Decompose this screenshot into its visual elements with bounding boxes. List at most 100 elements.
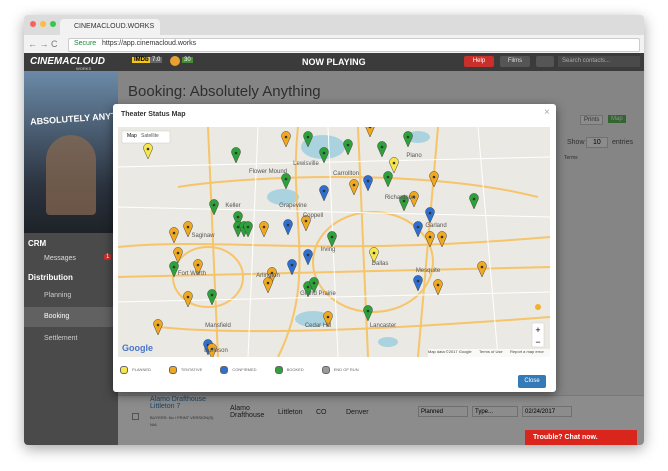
map-pin[interactable] — [281, 131, 291, 148]
map-pin[interactable] — [233, 211, 243, 228]
pin-dot — [234, 151, 238, 155]
min-dot[interactable] — [40, 21, 46, 27]
zoom-control[interactable] — [531, 322, 545, 348]
map-pin[interactable] — [319, 185, 329, 202]
nav-buttons[interactable]: ← → C — [28, 39, 58, 49]
map-button[interactable]: Map — [608, 115, 626, 123]
map-pin[interactable] — [283, 219, 293, 236]
map-pin[interactable] — [377, 141, 387, 158]
prints-button[interactable]: Prints — [580, 115, 604, 125]
map-pin[interactable] — [303, 131, 313, 148]
map-pin[interactable] — [243, 221, 253, 238]
map-pin[interactable] — [319, 147, 329, 164]
map-pin[interactable] — [389, 157, 399, 174]
city-label: Arlington — [256, 273, 280, 279]
map-pin[interactable] — [403, 131, 413, 148]
map-pin[interactable] — [327, 231, 337, 248]
map-pin[interactable] — [437, 231, 447, 248]
tab[interactable]: CINEMACLOUD.WORKS — [60, 19, 160, 35]
row-name[interactable]: Alamo Drafthouse Littleton 7 — [150, 396, 207, 410]
logo[interactable]: CINEMACLOUD — [30, 56, 105, 67]
zoom-in[interactable]: + — [535, 325, 540, 335]
map-pin[interactable] — [303, 249, 313, 266]
map-pin[interactable] — [477, 261, 487, 278]
map-type-control[interactable] — [121, 130, 171, 144]
type-select[interactable]: Type... — [472, 406, 518, 417]
map-pin[interactable] — [399, 195, 409, 212]
map-pin[interactable] — [429, 171, 439, 188]
show-select[interactable]: 10 — [586, 137, 608, 148]
map-pin[interactable] — [343, 139, 353, 156]
map-pin[interactable] — [365, 127, 375, 138]
map-pin[interactable] — [153, 319, 163, 336]
map-pin[interactable] — [183, 221, 193, 238]
map-pin[interactable] — [433, 279, 443, 296]
map-pin[interactable] — [363, 305, 373, 322]
terms[interactable]: Terms of Use — [479, 349, 503, 354]
zoom-out[interactable]: − — [535, 337, 540, 347]
pin-dot — [304, 219, 308, 223]
map-pin[interactable] — [413, 221, 423, 238]
city-label: Cedar Hill — [305, 323, 331, 329]
map-pin[interactable] — [173, 247, 183, 264]
pin-dot — [186, 295, 190, 299]
map-pin[interactable] — [193, 259, 203, 276]
pin-dot — [306, 285, 310, 289]
date-field[interactable]: 02/24/2017 — [522, 406, 572, 417]
city-label: Carrollton — [333, 171, 359, 177]
row-city: Littleton — [278, 409, 303, 416]
map-pin[interactable] — [267, 267, 277, 284]
map-pin[interactable] — [309, 277, 319, 294]
legend-swatch — [120, 365, 128, 374]
map-pin[interactable] — [259, 221, 269, 238]
chat-button[interactable]: Trouble? Chat now. — [525, 430, 637, 445]
pin-dot — [428, 211, 432, 215]
map-pin[interactable] — [413, 275, 423, 292]
map-pin[interactable] — [207, 289, 217, 306]
map-pin[interactable] — [169, 261, 179, 278]
map-pin[interactable] — [349, 179, 359, 196]
map-pin[interactable] — [363, 175, 373, 192]
map[interactable]: + − Lewisville Flower Mound Carrollton Plan… — [118, 127, 550, 357]
map-pin[interactable] — [263, 277, 273, 294]
menu-messages[interactable]: Messages — [44, 255, 76, 262]
status-select[interactable]: Planned — [418, 406, 468, 417]
map-tab[interactable]: Map — [127, 133, 137, 139]
max-dot[interactable] — [50, 21, 56, 27]
films-button[interactable]: Films — [500, 56, 530, 67]
search-contacts[interactable]: Search contacts... — [558, 56, 640, 67]
map-pin[interactable] — [425, 231, 435, 248]
map-pin[interactable] — [409, 191, 419, 208]
map-pin[interactable] — [323, 311, 333, 328]
map-pin[interactable] — [169, 227, 179, 244]
map-pin[interactable] — [383, 171, 393, 188]
entries-label: entries — [612, 139, 634, 146]
row-buyers: BUYERS: No / PRINT VERSION(S) — [150, 415, 214, 420]
pegman[interactable] — [535, 304, 541, 310]
map-pin[interactable] — [209, 199, 219, 216]
url-field[interactable] — [68, 38, 640, 52]
pin-dot — [210, 293, 214, 297]
menu-booking[interactable]: Booking — [44, 313, 70, 320]
close-button[interactable]: Close — [518, 375, 546, 388]
user-button[interactable] — [536, 56, 554, 67]
map-pin[interactable] — [369, 247, 379, 264]
map-pin[interactable] — [281, 173, 291, 190]
menu-settlement[interactable]: Settlement — [44, 335, 78, 342]
pin-dot — [322, 151, 326, 155]
map-pin[interactable] — [231, 147, 241, 164]
map-pin[interactable] — [287, 259, 297, 276]
help-button[interactable]: Help — [464, 56, 494, 67]
report[interactable]: Report a map error — [510, 349, 544, 354]
close-dot[interactable] — [30, 21, 36, 27]
map-pin[interactable] — [183, 291, 193, 308]
pin-dot — [210, 347, 214, 351]
map-pin[interactable] — [469, 193, 479, 210]
map-pin[interactable] — [143, 143, 153, 160]
map-pin[interactable] — [301, 215, 311, 232]
satellite-tab[interactable]: Satellite — [141, 133, 159, 139]
menu-planning[interactable]: Planning — [44, 292, 72, 299]
map-pin[interactable] — [425, 207, 435, 224]
row-checkbox[interactable] — [132, 413, 139, 420]
modal-close-x[interactable]: × — [544, 107, 550, 118]
